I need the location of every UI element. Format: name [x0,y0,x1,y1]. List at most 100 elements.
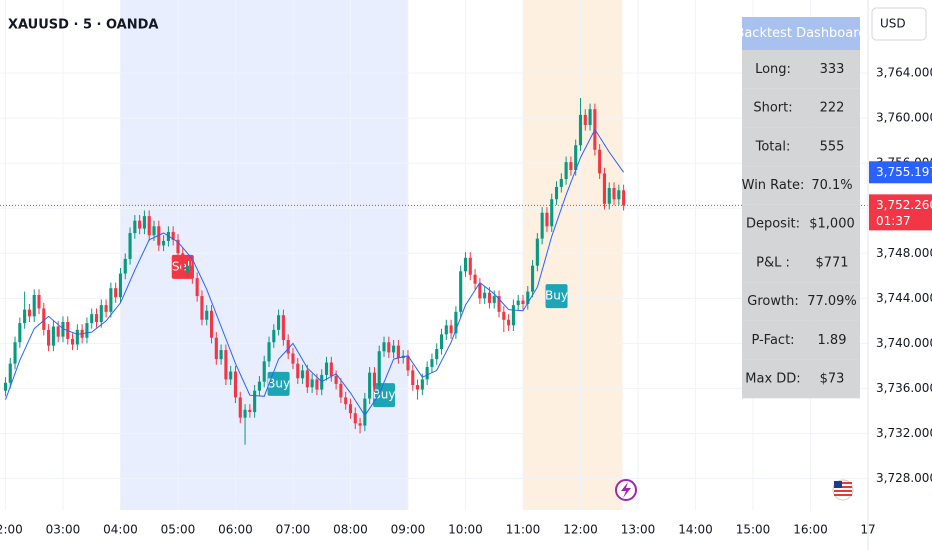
candle-body [47,329,51,346]
candle-body [267,342,271,362]
dashboard-row [742,243,860,283]
y-tick-label: 3,732.000 [876,426,932,440]
candle-body [262,361,266,382]
chart-title: XAUUSD · 5 · OANDA [8,18,158,33]
candle-body [531,265,535,292]
candle-body [425,367,429,380]
lightning-icon[interactable] [615,479,637,501]
candle-body [190,265,194,279]
x-tick-label: 16:00 [793,523,828,537]
candle-body [324,362,329,375]
y-tick-label: 3,760.000 [876,111,932,125]
currency-button[interactable] [871,7,927,41]
y-tick-label: 3,740.000 [876,336,932,350]
dashboard-label: P&L : [756,255,790,270]
candle-body [612,188,616,200]
candle-body [550,199,554,227]
candle-body [301,370,305,379]
candle-body [85,323,89,338]
dashboard-value: 555 [820,139,845,154]
candle-body [205,310,209,320]
candle-body [315,379,319,390]
candle-body [42,308,46,330]
candle-body [507,319,511,326]
y-tick-label: 3,736.000 [876,381,932,395]
candle-body [253,390,257,413]
session-band [522,0,623,510]
price-tag [869,161,932,184]
candle-body [281,315,285,340]
x-tick-label: 15:00 [736,523,771,537]
candle-body [511,305,515,326]
candle-body [286,340,290,354]
candle-body [61,321,65,337]
candle-body [277,315,281,330]
signal-box [267,371,290,396]
flag-icon[interactable] [832,479,854,501]
candle-body [23,309,27,324]
candle-body [487,292,491,303]
dashboard-label: Deposit: [746,217,800,232]
price-tag-label: 3,755.197 [876,165,932,179]
candle-body [444,325,448,335]
candle-body [583,114,587,125]
candle-body [416,385,420,390]
candle-body [339,383,343,398]
candle-body [435,349,439,360]
candle-body [430,359,434,368]
candle-body [118,273,123,298]
candle-body [602,173,607,204]
candle-body [238,397,242,418]
candle-body [291,353,295,364]
candle-body [272,329,276,343]
candle-body [219,350,223,360]
dashboard-value: $771 [815,255,848,270]
candle-body [329,362,333,377]
candle-body [27,309,31,317]
x-tick-label: 11:00 [506,523,541,537]
candle-body [310,379,314,388]
candle-body [200,296,204,320]
dashboard-row [742,320,860,360]
plot-area: SellBuyBuyBuy [0,0,868,510]
candle-body [171,231,175,240]
candle-body [559,179,563,187]
currency-label: USD [880,17,906,31]
dashboard-title: Backtest Dashboard [735,26,866,41]
candle-body [372,372,376,387]
candle-body [358,423,362,426]
x-tick-label: 07:00 [276,523,311,537]
candle-body [8,363,12,383]
x-tick-label: 04:00 [103,523,138,537]
candle-body [468,257,472,275]
dashboard-row [742,359,860,399]
candle-body [243,409,247,418]
candle-body [363,398,367,426]
y-tick-label: 3,744.000 [876,291,932,305]
candle-body [224,350,228,380]
dashboard-row [742,166,860,205]
dashboard-value: 333 [820,62,845,77]
candle-body [296,363,300,379]
candle-body [142,216,146,229]
candle-body [540,212,544,239]
candle-body [502,311,506,320]
candle-body [147,216,151,236]
price-tag-label: 3,752.260 [876,198,932,212]
candle-body [348,404,353,414]
candle-body [138,220,142,229]
signal-box [373,383,396,408]
dashboard-value: 1.89 [818,333,847,348]
candle-body [396,345,400,359]
candle-body [382,342,386,352]
price-tag [869,194,932,231]
candle-body [526,291,530,304]
candle-body [368,372,372,399]
candle-body [233,371,238,398]
candle-body [18,323,22,343]
candle-body [588,109,592,125]
candle-body [257,381,261,391]
candle-body [377,351,381,387]
candle-body [420,379,424,390]
